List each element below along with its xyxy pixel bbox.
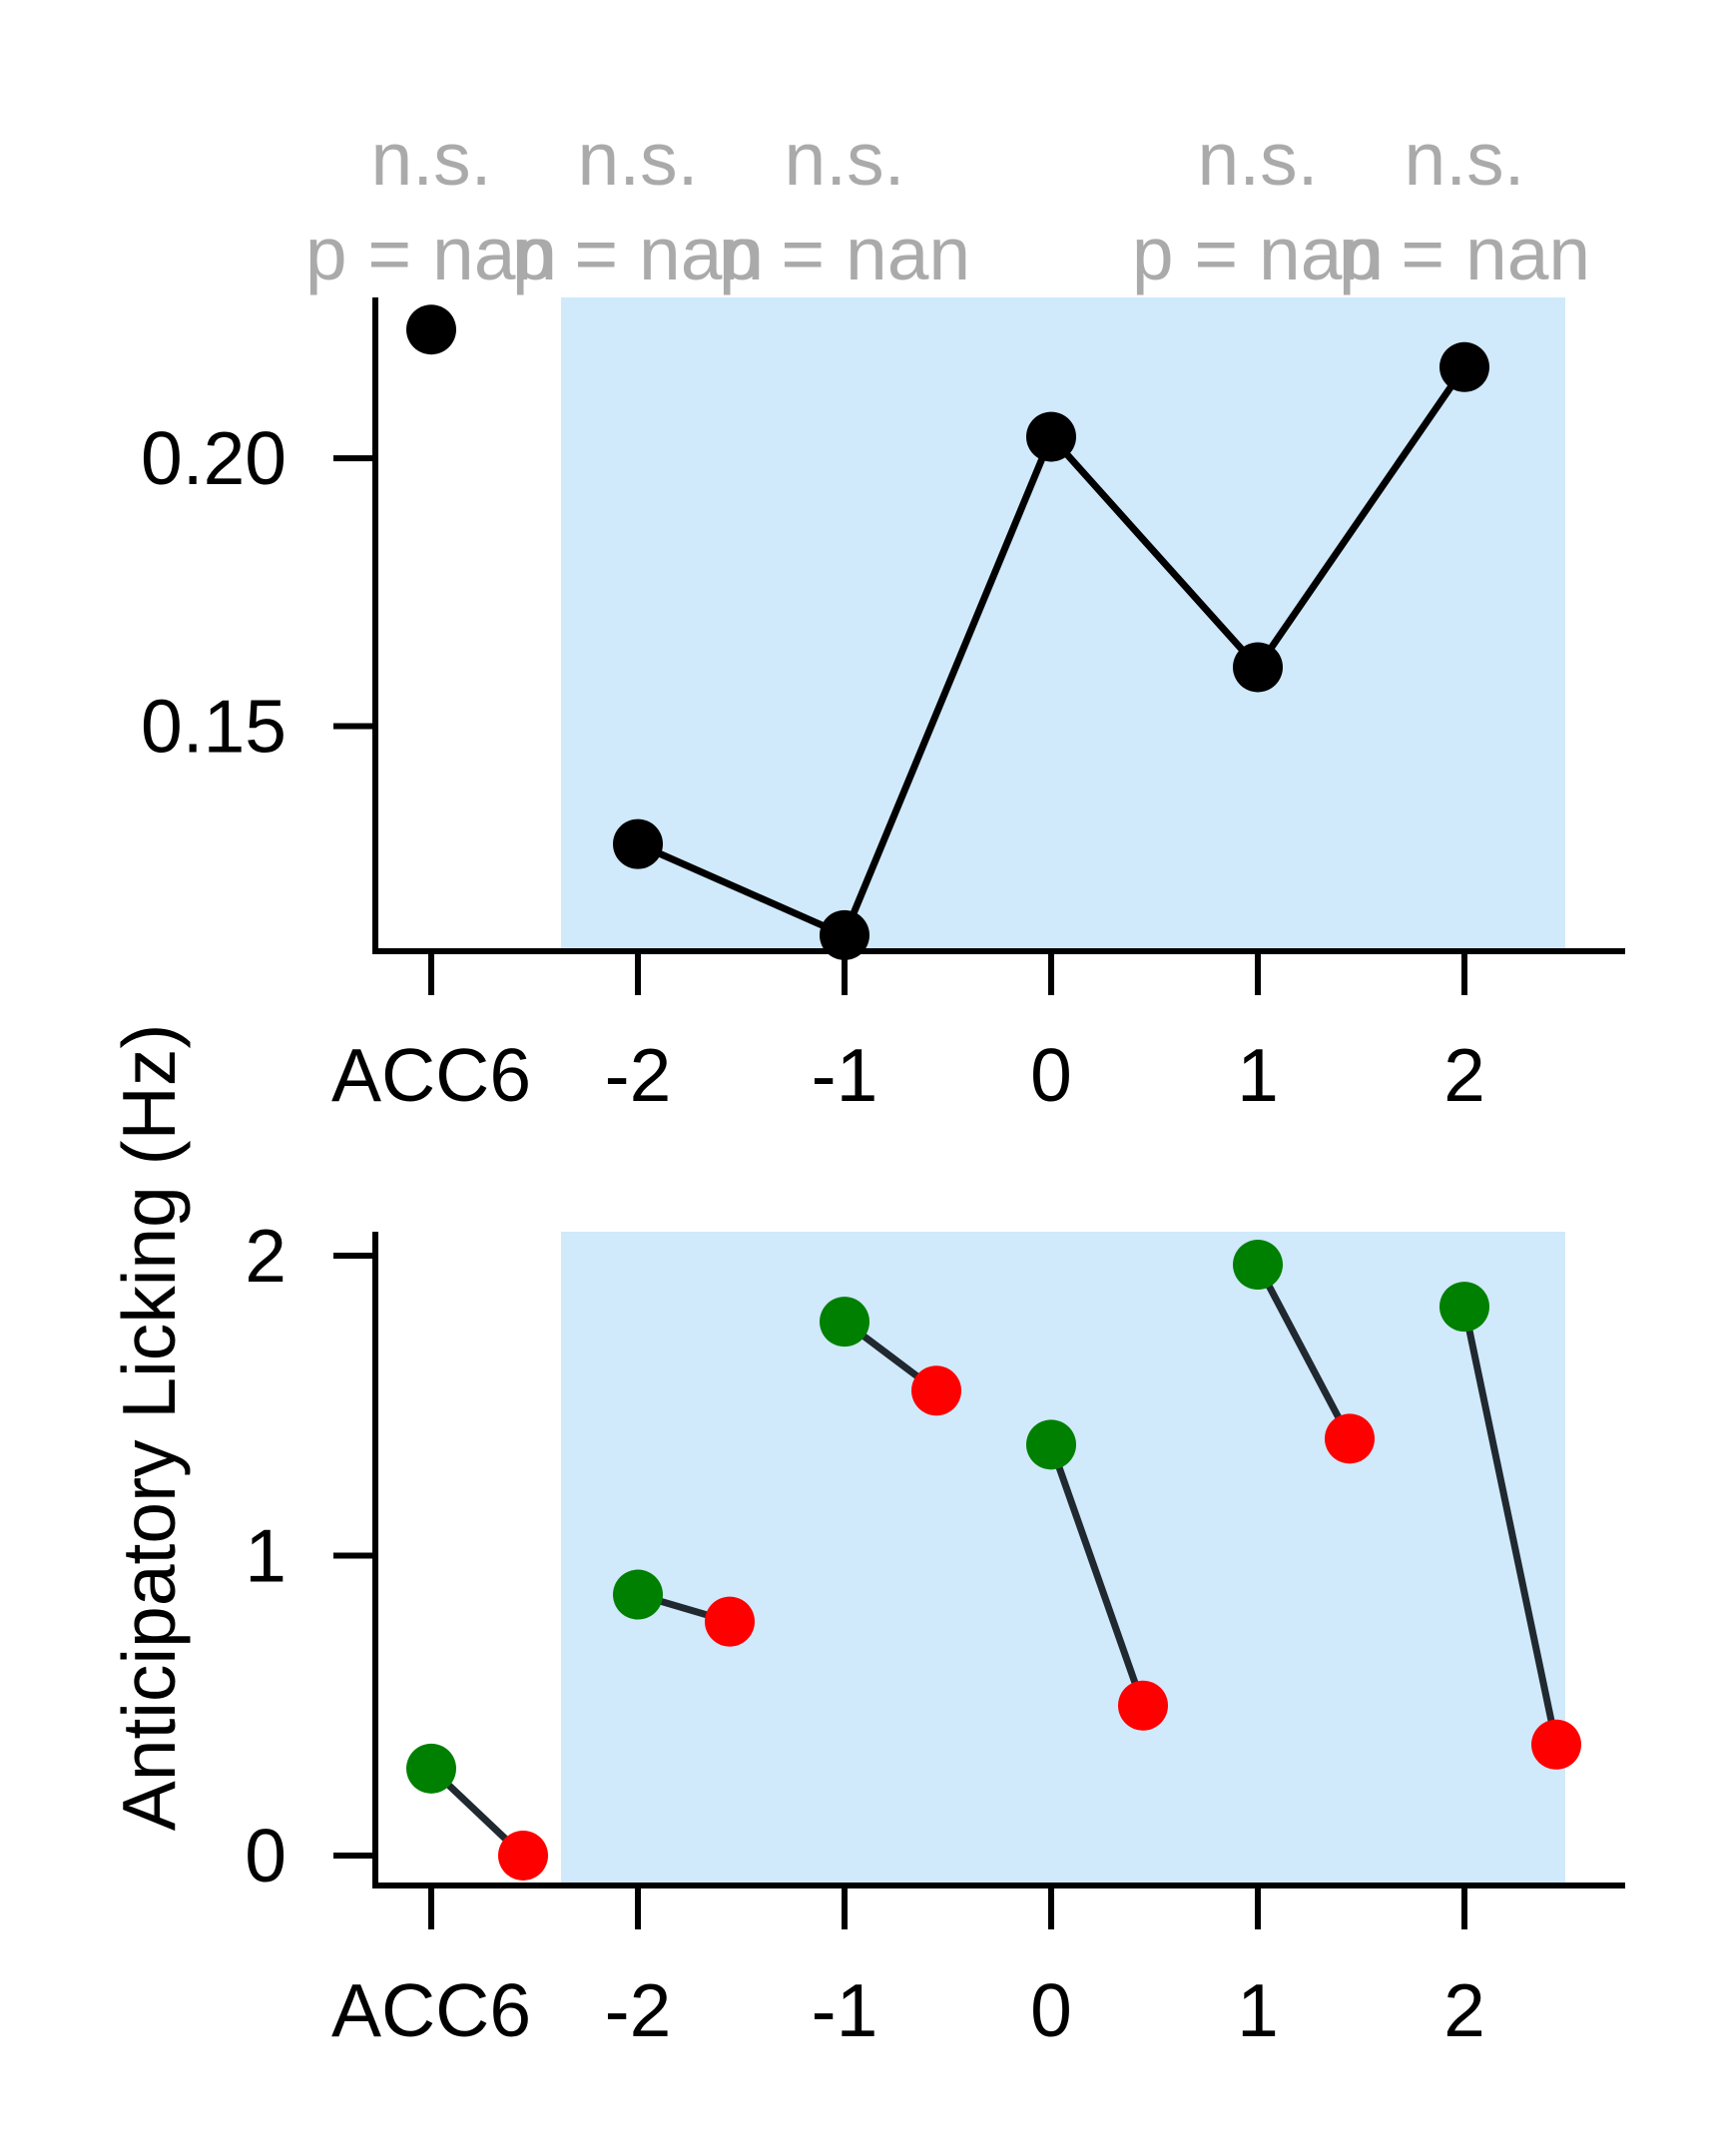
data-point: [406, 304, 456, 355]
x-tick-label: 2: [1443, 1033, 1485, 1117]
data-point: [1026, 411, 1076, 462]
x-tick-label: ACC6: [331, 1033, 531, 1117]
p-value-label: p = nan: [1132, 212, 1384, 295]
red-data-point: [498, 1830, 548, 1881]
shaded-region: [561, 1232, 1565, 1886]
red-data-point: [705, 1596, 755, 1647]
x-tick-label: 2: [1443, 1968, 1485, 2052]
y-tick-label: 0.15: [141, 685, 287, 769]
data-point: [613, 818, 663, 869]
x-tick-label: 1: [1237, 1968, 1279, 2052]
green-data-point: [1233, 1240, 1283, 1291]
data-point: [1439, 341, 1489, 392]
significance-label: n.s.: [1405, 117, 1525, 201]
y-tick-label: 0: [245, 1814, 287, 1897]
green-data-point: [406, 1743, 456, 1794]
y-tick-label: 1: [245, 1513, 287, 1597]
x-tick-label: -1: [812, 1033, 878, 1117]
significance-label: n.s.: [371, 117, 492, 201]
pair-connector: [1047, 1443, 1147, 1707]
p-value-label: p = nan: [305, 212, 557, 295]
x-tick-label: 0: [1030, 1033, 1072, 1117]
pair-connector: [1460, 1306, 1560, 1746]
red-data-point: [1325, 1413, 1375, 1464]
x-tick-label: -2: [605, 1033, 672, 1117]
y-tick-label: 0.20: [141, 416, 287, 500]
green-data-point: [1026, 1419, 1076, 1470]
green-data-point: [613, 1569, 663, 1620]
significance-label: n.s.: [578, 117, 699, 201]
green-data-point: [820, 1297, 869, 1348]
pair-connector: [1254, 1263, 1354, 1440]
y-tick-label: 2: [245, 1214, 287, 1298]
red-data-point: [911, 1365, 961, 1416]
significance-label: n.s.: [1198, 117, 1319, 201]
x-tick-label: 0: [1030, 1968, 1072, 2052]
significance-label: n.s.: [785, 117, 905, 201]
shaded-region: [561, 297, 1565, 951]
p-value-label: p = nan: [1339, 212, 1590, 295]
data-point: [1233, 642, 1283, 693]
x-tick-label: -1: [812, 1968, 878, 2052]
x-tick-label: 1: [1237, 1033, 1279, 1117]
x-tick-label: ACC6: [331, 1968, 531, 2052]
data-point: [820, 909, 869, 960]
bottom-panel: 0 1 2 ACC6 -2 -1 0 1 2: [245, 1214, 1625, 2052]
x-tick-label: -2: [605, 1968, 672, 2052]
green-data-point: [1439, 1282, 1489, 1333]
y-axis-label: Anticipatory Licking (Hz): [107, 1024, 191, 1832]
p-value-label: p = nan: [719, 212, 970, 295]
red-data-point: [1531, 1719, 1581, 1770]
red-data-point: [1118, 1680, 1168, 1731]
p-value-label: p = nan: [512, 212, 764, 295]
